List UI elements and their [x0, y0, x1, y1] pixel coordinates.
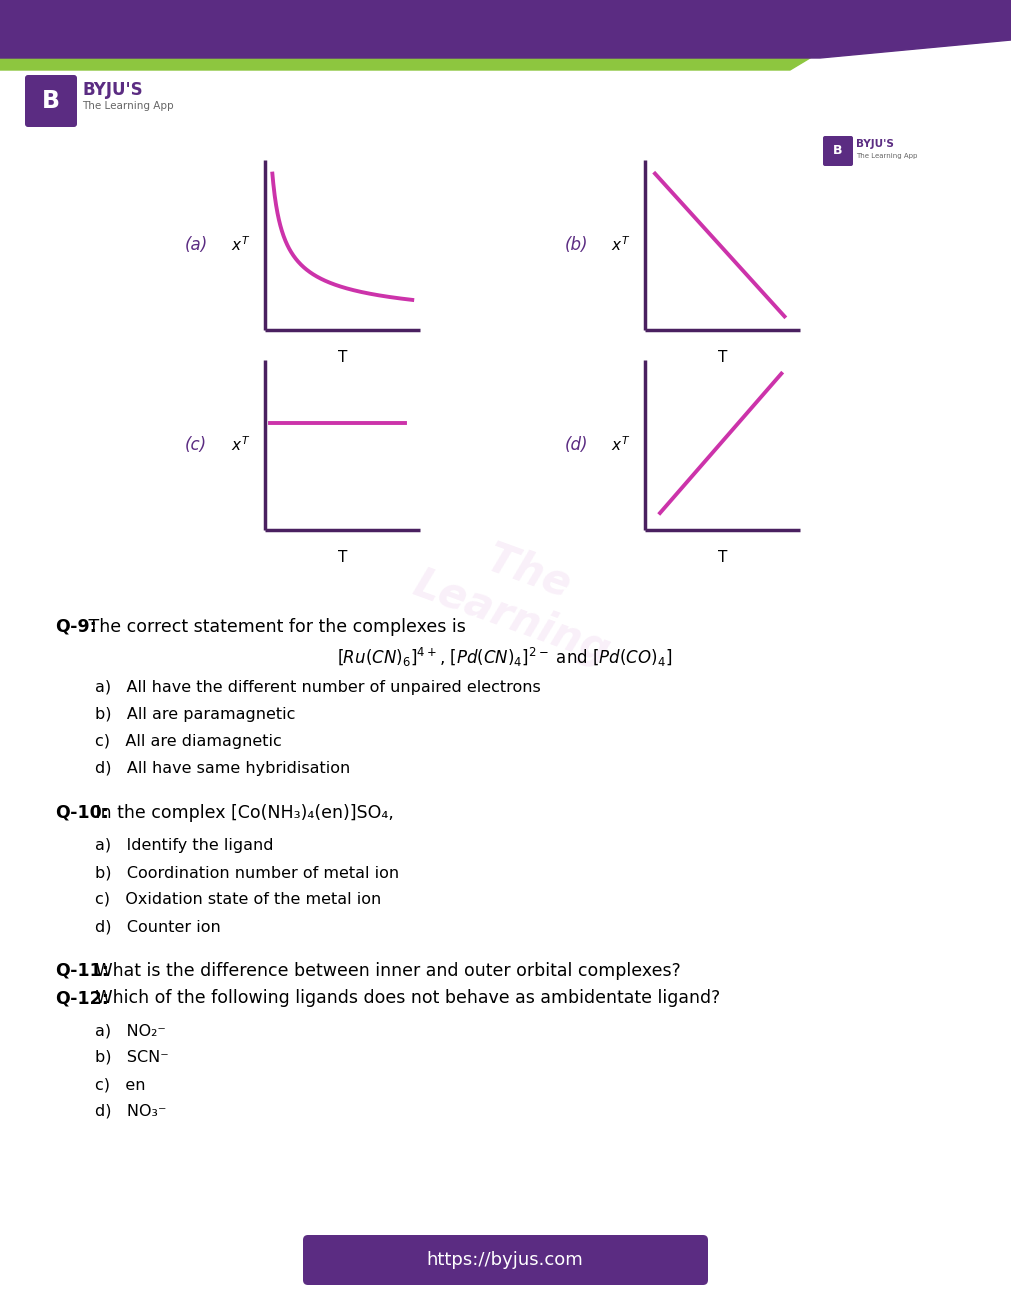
Text: Q-10:: Q-10: — [55, 804, 109, 821]
Text: (d): (d) — [565, 436, 588, 454]
Text: (a): (a) — [185, 235, 208, 254]
Text: T: T — [338, 549, 347, 565]
Text: Q-12:: Q-12: — [55, 989, 109, 1007]
Text: d)   All have same hybridisation: d) All have same hybridisation — [95, 761, 350, 776]
Text: b)   Coordination number of metal ion: b) Coordination number of metal ion — [95, 865, 399, 880]
Text: https://byjus.com: https://byjus.com — [427, 1250, 583, 1269]
Text: $x^T$: $x^T$ — [231, 235, 250, 254]
FancyBboxPatch shape — [823, 136, 853, 166]
Text: What is the difference between inner and outer orbital complexes?: What is the difference between inner and… — [90, 961, 680, 980]
FancyBboxPatch shape — [25, 75, 77, 127]
Text: b)   SCN⁻: b) SCN⁻ — [95, 1050, 169, 1065]
Text: c)   en: c) en — [95, 1076, 146, 1092]
Text: BYJU'S: BYJU'S — [82, 81, 143, 99]
Text: c)   Oxidation state of the metal ion: c) Oxidation state of the metal ion — [95, 892, 381, 906]
Text: d)   Counter ion: d) Counter ion — [95, 920, 220, 934]
Text: The
Learning: The Learning — [407, 517, 633, 672]
Text: c)   All are diamagnetic: c) All are diamagnetic — [95, 734, 282, 749]
Text: The Learning App: The Learning App — [856, 153, 917, 160]
Text: The correct statement for the complexes is: The correct statement for the complexes … — [83, 617, 466, 636]
Text: Which of the following ligands does not behave as ambidentate ligand?: Which of the following ligands does not … — [90, 989, 720, 1007]
Text: T: T — [718, 351, 727, 365]
Text: d)   NO₃⁻: d) NO₃⁻ — [95, 1104, 167, 1120]
FancyBboxPatch shape — [303, 1235, 708, 1284]
Text: B: B — [42, 89, 60, 112]
Text: BYJU'S: BYJU'S — [856, 139, 894, 149]
Text: Q-11:: Q-11: — [55, 961, 109, 980]
Text: a)   Identify the ligand: a) Identify the ligand — [95, 838, 274, 853]
Text: (b): (b) — [565, 235, 588, 254]
Text: $[Ru(CN)_6]^{4+}$, $[Pd(CN)_4]^{2-}$ and $[Pd(CO)_4]$: $[Ru(CN)_6]^{4+}$, $[Pd(CN)_4]^{2-}$ and… — [338, 646, 672, 670]
Text: $x^T$: $x^T$ — [231, 436, 250, 454]
Text: $x^T$: $x^T$ — [611, 436, 630, 454]
Text: Q-9:: Q-9: — [55, 617, 97, 636]
Polygon shape — [0, 52, 820, 71]
Text: $x^T$: $x^T$ — [611, 235, 630, 254]
Text: The Learning App: The Learning App — [82, 101, 174, 111]
Text: In the complex [Co(NH₃)₄(en)]SO₄,: In the complex [Co(NH₃)₄(en)]SO₄, — [90, 804, 394, 821]
Text: B: B — [833, 144, 843, 157]
Text: T: T — [338, 351, 347, 365]
Text: a)   All have the different number of unpaired electrons: a) All have the different number of unpa… — [95, 680, 541, 695]
Text: (c): (c) — [185, 436, 207, 454]
Polygon shape — [0, 0, 1011, 58]
Text: T: T — [718, 549, 727, 565]
Text: a)   NO₂⁻: a) NO₂⁻ — [95, 1023, 166, 1039]
Text: b)   All are paramagnetic: b) All are paramagnetic — [95, 708, 295, 722]
